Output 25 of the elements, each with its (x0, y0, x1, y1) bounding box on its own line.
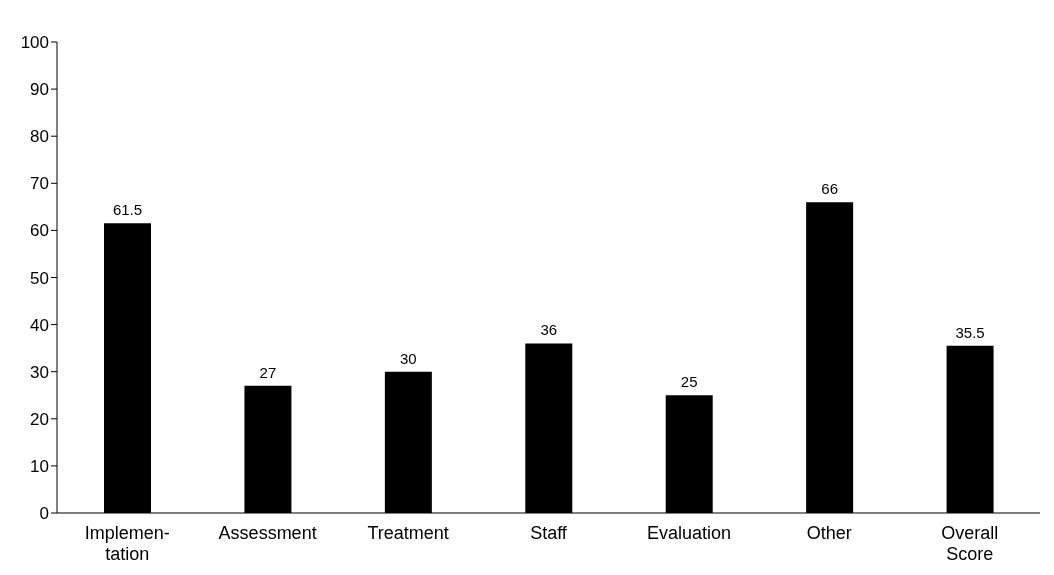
data-label: 25 (680, 373, 698, 391)
x-tick-label: Staff (530, 523, 568, 543)
y-tick-label: 20 (30, 409, 49, 429)
y-tick-label: 30 (30, 362, 49, 382)
x-tick-label: Assessment (218, 523, 317, 543)
data-label: 66 (821, 180, 838, 198)
data-label: 30 (400, 349, 417, 367)
y-tick-label: 50 (30, 268, 49, 288)
y-tick-label: 0 (39, 504, 49, 524)
y-tick-label: 90 (30, 80, 49, 100)
data-label: 35.5 (955, 323, 985, 341)
x-tick-label: Evaluation (646, 523, 731, 543)
y-tick-label: 80 (30, 127, 49, 147)
y-tick-label: 70 (30, 174, 49, 194)
y-tick-label: 60 (30, 221, 49, 241)
data-label: 27 (259, 363, 277, 381)
y-tick-label: 100 (20, 33, 49, 53)
x-tick-label: Overall Score (941, 523, 999, 564)
x-tick-label: Treatment (367, 523, 449, 543)
data-label: 36 (540, 321, 558, 339)
y-tick-label: 40 (30, 315, 49, 335)
x-tick-label: Other (806, 523, 852, 543)
x-tick-label: Implemen- tation (84, 523, 170, 564)
data-label: 61.5 (112, 201, 143, 219)
y-tick-label: 10 (30, 456, 49, 476)
